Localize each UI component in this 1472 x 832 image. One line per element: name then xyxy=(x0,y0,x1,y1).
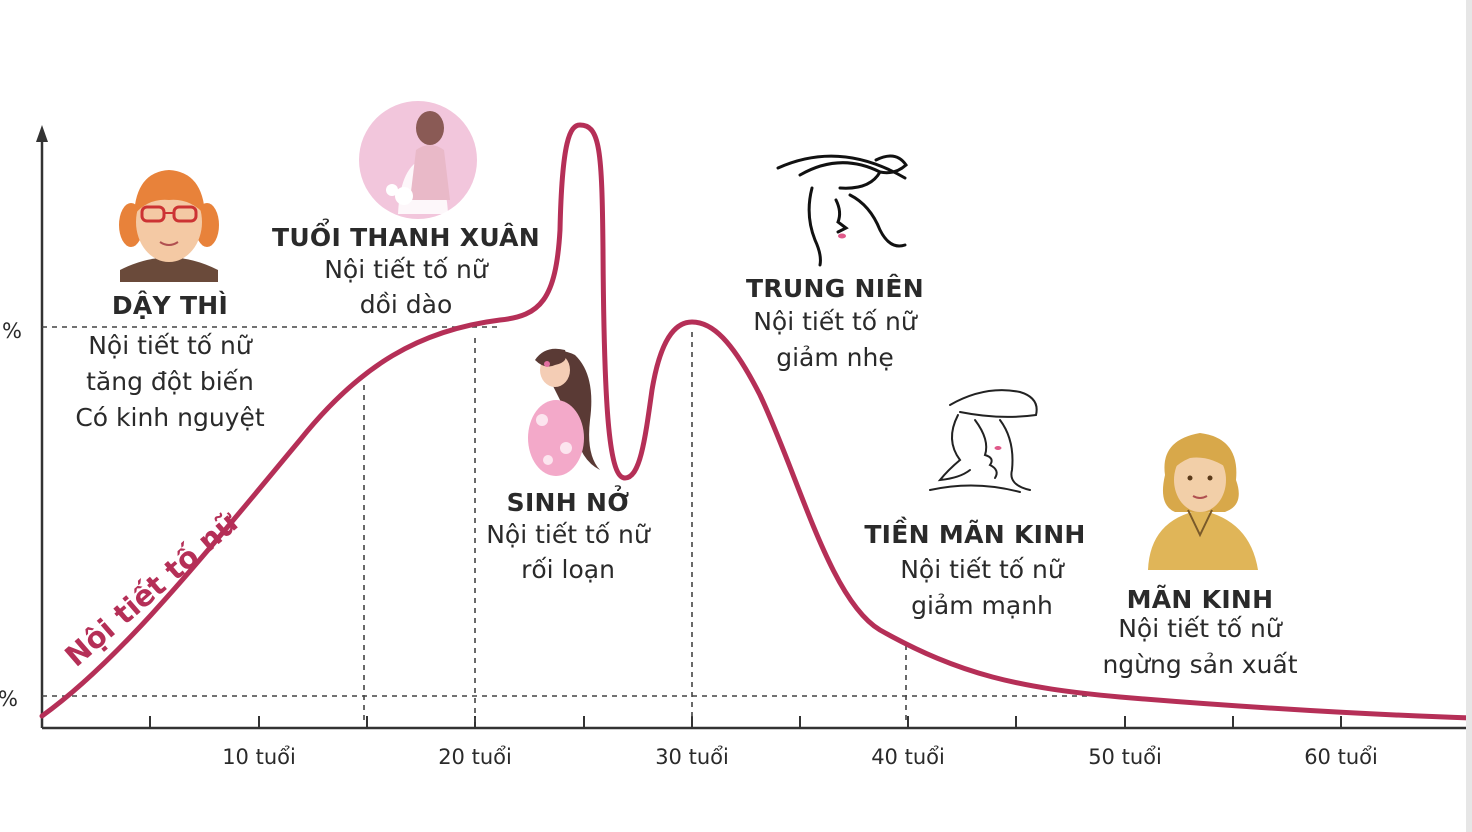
curve-label: Nội tiết tố nữ xyxy=(58,504,245,673)
x-tick-label: 60 tuổi xyxy=(1304,745,1378,769)
woman-hat-sketch-icon xyxy=(929,389,1038,493)
stage-desc-line: Nội tiết tố nữ xyxy=(1118,614,1283,643)
stage-desc-line: giảm nhẹ xyxy=(776,343,894,372)
older-woman-icon xyxy=(1148,433,1258,570)
x-tick-labels: 10 tuổi 20 tuổi 30 tuổi 40 tuổi 50 tuổi … xyxy=(222,745,1378,769)
stage-desc-line: tăng đột biến xyxy=(86,367,254,396)
girl-glasses-icon xyxy=(119,170,219,282)
x-tick-label: 40 tuổi xyxy=(871,745,945,769)
stage-desc-line: Nội tiết tố nữ xyxy=(486,520,651,549)
x-tick-label: 20 tuổi xyxy=(438,745,512,769)
x-tick-label: 30 tuổi xyxy=(655,745,729,769)
stage-childbirth: SINH NỞ Nội tiết tố nữ rối loạn xyxy=(486,348,651,584)
stage-menopause: MÃN KINH Nội tiết tố nữ ngừng sản xuất xyxy=(1102,433,1298,679)
stage-title: TRUNG NIÊN xyxy=(746,274,924,303)
stage-title: TIỀN MÃN KINH xyxy=(864,516,1085,549)
x-tick-label: 10 tuổi xyxy=(222,745,296,769)
stage-desc-line: Nội tiết tố nữ xyxy=(324,255,489,284)
stage-desc-line: Có kinh nguyệt xyxy=(75,403,264,432)
right-edge-bar xyxy=(1466,0,1472,832)
x-tick-label: 50 tuổi xyxy=(1088,745,1162,769)
stage-desc-line: Nội tiết tố nữ xyxy=(88,331,253,360)
stage-desc-line: Nội tiết tố nữ xyxy=(753,307,918,336)
stage-title: TUỔI THANH XUÂN xyxy=(272,217,540,252)
pregnant-woman-icon xyxy=(528,348,600,476)
stage-youth: TUỔI THANH XUÂN Nội tiết tố nữ dồi dào xyxy=(272,101,540,319)
y-label-lower: % xyxy=(0,687,18,711)
hormone-curve xyxy=(39,122,1472,721)
stage-premenopause: TIỀN MÃN KINH Nội tiết tố nữ giảm mạnh xyxy=(864,389,1085,620)
stage-desc-line: ngừng sản xuất xyxy=(1102,650,1297,679)
stage-title: MÃN KINH xyxy=(1127,585,1274,614)
stage-puberty: DẬY THÌ Nội tiết tố nữ tăng đột biến Có … xyxy=(75,170,265,432)
stage-desc-line: dồi dào xyxy=(360,290,453,319)
stage-desc-line: Nội tiết tố nữ xyxy=(900,555,1065,584)
stage-desc-line: rối loạn xyxy=(521,555,615,584)
y-axis-arrow xyxy=(36,125,48,142)
stage-title: DẬY THÌ xyxy=(112,290,228,320)
stage-desc-line: giảm mạnh xyxy=(911,591,1053,620)
stage-title: SINH NỞ xyxy=(507,484,630,517)
woman-hat-icon xyxy=(776,154,908,267)
bride-icon xyxy=(359,101,477,219)
stage-middle-age: TRUNG NIÊN Nội tiết tố nữ giảm nhẹ xyxy=(746,154,924,372)
guide-lines xyxy=(42,326,1090,722)
y-label-upper: % xyxy=(2,319,22,343)
x-ticks xyxy=(149,716,1342,728)
